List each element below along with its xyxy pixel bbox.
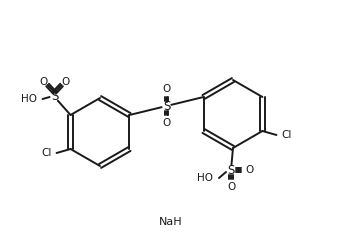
- Text: O: O: [162, 118, 170, 128]
- Text: O: O: [61, 77, 70, 87]
- Text: O: O: [227, 182, 235, 192]
- Text: HO: HO: [197, 173, 213, 183]
- Text: O: O: [162, 84, 170, 94]
- Text: S: S: [51, 91, 58, 104]
- Text: O: O: [245, 165, 253, 175]
- Text: O: O: [40, 77, 48, 87]
- Text: Cl: Cl: [41, 148, 52, 158]
- Text: S: S: [163, 99, 170, 113]
- Text: Cl: Cl: [281, 130, 292, 140]
- Text: NaH: NaH: [159, 217, 183, 227]
- Text: HO: HO: [20, 94, 36, 104]
- Text: S: S: [227, 164, 235, 176]
